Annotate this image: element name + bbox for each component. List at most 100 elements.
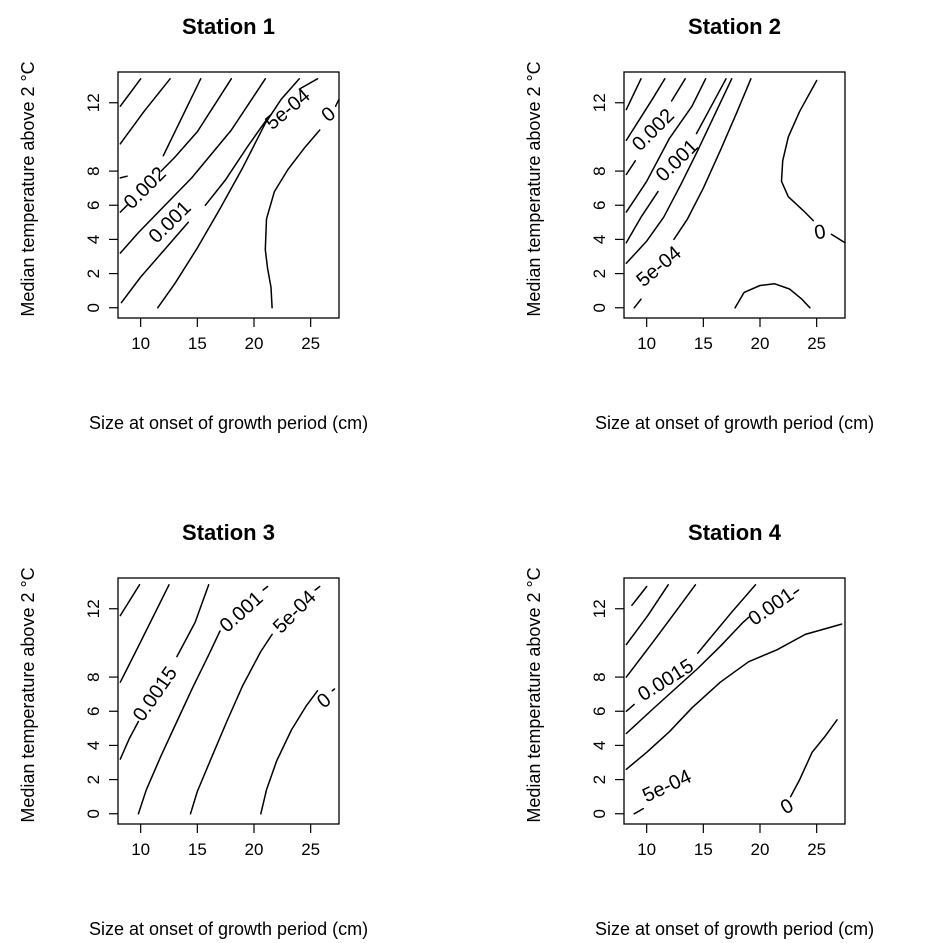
y-tick-label: 0	[590, 809, 609, 818]
plot-box	[623, 71, 846, 319]
contour-line	[625, 584, 697, 678]
x-axis-label: Size at onset of growth period (cm)	[89, 413, 368, 433]
contour-label: 0.001	[745, 584, 799, 631]
y-tick-label: 6	[590, 201, 609, 210]
panel-station-2: Station 2 10 15 20 25 0 2 4 6 8 12 Size at onset of…	[524, 14, 874, 433]
y-tick-label: 2	[84, 775, 103, 784]
contour-label: 0.002	[628, 105, 679, 156]
contour-line	[156, 78, 301, 309]
x-tick-label: 15	[188, 840, 207, 859]
y-tick-label: 4	[590, 235, 609, 244]
y-tick-label: 0	[84, 809, 103, 818]
y-tick-label: 12	[590, 93, 609, 112]
plot-box	[117, 71, 340, 319]
y-tick-label: 4	[590, 741, 609, 750]
y-tick-label: 8	[84, 166, 103, 175]
y-tick-label: 0	[84, 303, 103, 312]
contour-line	[189, 633, 273, 815]
contour-line	[298, 78, 319, 90]
panel-title: Station 3	[182, 520, 275, 545]
contour-line	[204, 119, 268, 207]
contour-line	[160, 78, 233, 172]
contour-line	[120, 221, 190, 304]
y-tick-label: 2	[590, 269, 609, 278]
y-axis-label: Median temperature above 2 °C	[524, 61, 544, 316]
contour-line	[625, 190, 659, 244]
panel-title: Station 2	[688, 14, 781, 39]
x-tick-label: 25	[807, 334, 826, 353]
contour-label: 0.0015	[129, 663, 182, 726]
contour-line	[119, 78, 267, 254]
contour-label: 0.001	[652, 135, 703, 186]
contour-line	[625, 78, 733, 265]
contour-label: 0	[317, 103, 340, 127]
contour-line	[119, 78, 171, 145]
contour-line	[695, 78, 727, 135]
contour-label: 0	[777, 795, 798, 820]
contour-line	[780, 79, 818, 222]
contour-line	[119, 175, 128, 179]
x-tick-label: 10	[131, 840, 150, 859]
x-tick-label: 10	[637, 334, 656, 353]
x-tick-label: 20	[751, 840, 770, 859]
y-axis-label: Median temperature above 2 °C	[18, 567, 38, 822]
y-tick-label: 2	[84, 269, 103, 278]
y-tick-label: 12	[84, 599, 103, 618]
contour-label: 5e-04	[632, 242, 685, 292]
contour-line	[793, 589, 800, 595]
contour-line	[673, 78, 752, 241]
contour-line	[119, 204, 128, 213]
y-tick-label: 12	[590, 599, 609, 618]
y-tick-label: 6	[84, 201, 103, 210]
x-axis-label: Size at onset of growth period (cm)	[89, 919, 368, 939]
panel-station-4: Station 4 10 15 20 25 0 2 4 6 8 12 Size at onset of…	[524, 520, 874, 939]
contour-line	[625, 160, 637, 176]
contour-line	[162, 78, 202, 157]
contour-label: 0	[813, 221, 828, 245]
panel-title: Station 1	[182, 14, 275, 39]
contour-line	[260, 690, 319, 815]
contour-line	[734, 283, 811, 309]
x-tick-label: 10	[637, 840, 656, 859]
contour-line	[625, 78, 642, 111]
contour-line	[696, 584, 757, 654]
panel-station-3: Station 3 10 15 20 25 0 2 4 6 8 12 Size at onset of…	[18, 520, 368, 939]
contour-label: 0	[313, 689, 336, 713]
x-tick-label: 15	[694, 840, 713, 859]
contour-line	[625, 78, 707, 213]
contour-line	[119, 584, 141, 617]
x-tick-label: 25	[301, 334, 320, 353]
x-tick-label: 15	[694, 334, 713, 353]
x-tick-label: 10	[131, 334, 150, 353]
contour-line	[331, 688, 336, 692]
contour-label: 0.002	[120, 163, 171, 214]
contour-line	[633, 298, 642, 309]
contour-label: 5e-04	[639, 766, 695, 808]
x-tick-label: 25	[807, 840, 826, 859]
y-tick-label: 2	[590, 775, 609, 784]
contour-line	[119, 584, 170, 683]
contour-line	[137, 630, 221, 815]
y-tick-label: 0	[590, 303, 609, 312]
contour-line	[119, 720, 140, 760]
y-axis-label: Median temperature above 2 °C	[18, 61, 38, 316]
contour-line	[262, 585, 269, 591]
contour-line	[789, 719, 838, 798]
contour-line	[830, 233, 846, 244]
contour-line	[176, 584, 210, 658]
contour-line	[625, 78, 666, 142]
y-tick-label: 6	[590, 707, 609, 716]
contour-line	[625, 623, 843, 771]
plot-box	[623, 577, 846, 825]
x-tick-label: 20	[245, 334, 264, 353]
contour-line	[264, 129, 321, 309]
contour-line	[625, 584, 669, 646]
y-tick-label: 4	[84, 741, 103, 750]
x-tick-label: 25	[301, 840, 320, 859]
contour-label: 0.0015	[634, 655, 698, 706]
contour-line	[670, 78, 686, 102]
contour-label: 0.001	[216, 587, 268, 637]
x-tick-label: 20	[245, 840, 264, 859]
contour-line	[314, 585, 321, 591]
contour-label: 5e-04	[269, 586, 321, 638]
